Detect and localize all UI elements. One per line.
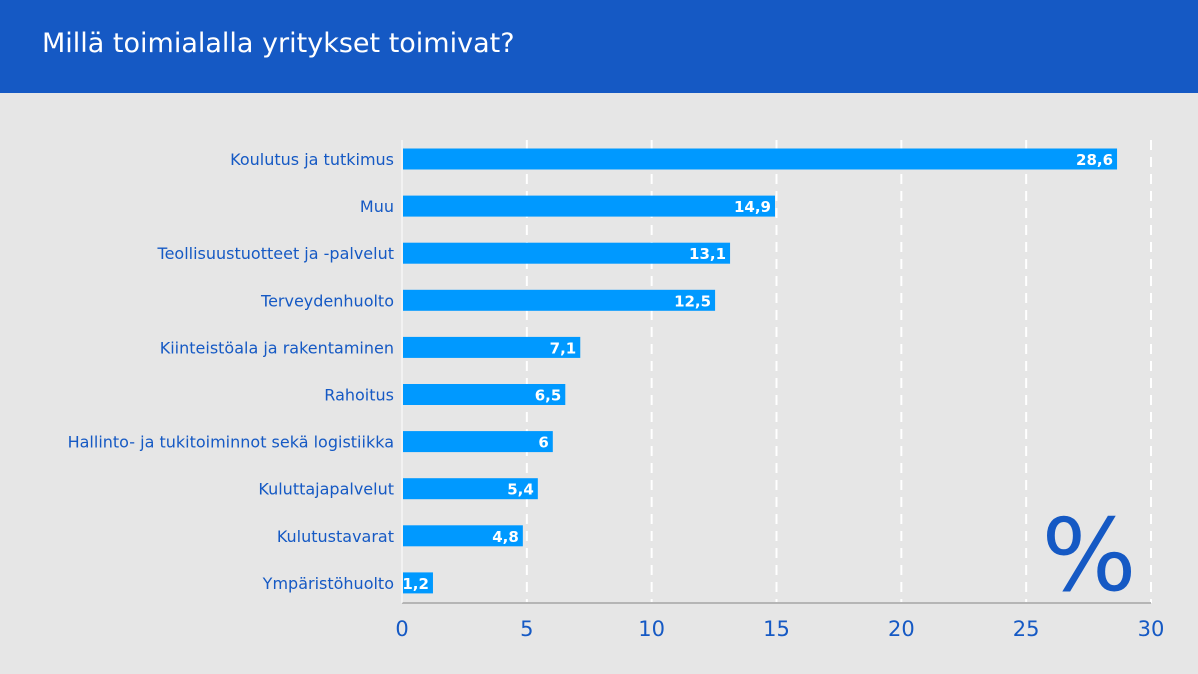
value-label: 28,6 bbox=[1076, 151, 1113, 169]
percent-unit-symbol: % bbox=[1041, 497, 1136, 614]
category-label: Rahoitus bbox=[324, 386, 394, 405]
category-label: Kiinteistöala ja rakentaminen bbox=[160, 338, 394, 357]
bar bbox=[403, 336, 581, 358]
category-label: Kuluttajapalvelut bbox=[258, 480, 394, 499]
value-label: 12,5 bbox=[674, 292, 711, 310]
bar bbox=[403, 478, 538, 500]
value-label: 7,1 bbox=[550, 339, 577, 357]
x-tick-label: 20 bbox=[888, 617, 915, 641]
bar bbox=[403, 242, 731, 264]
x-tick-label: 10 bbox=[638, 617, 665, 641]
category-label: Koulutus ja tutkimus bbox=[230, 150, 394, 169]
bar bbox=[403, 431, 553, 453]
category-label: Hallinto- ja tukitoiminnot sekä logistii… bbox=[68, 433, 394, 452]
category-label: Muu bbox=[360, 197, 394, 216]
value-label: 1,2 bbox=[402, 575, 429, 593]
bar bbox=[403, 148, 1118, 170]
value-label: 13,1 bbox=[689, 245, 726, 263]
bar bbox=[403, 289, 716, 311]
x-tick-label: 15 bbox=[763, 617, 790, 641]
value-label: 4,8 bbox=[492, 528, 519, 546]
value-label: 6,5 bbox=[535, 387, 562, 405]
chart-title: Millä toimialalla yritykset toimivat? bbox=[42, 28, 515, 59]
x-tick-label: 30 bbox=[1138, 617, 1165, 641]
x-tick-label: 5 bbox=[520, 617, 533, 641]
value-label: 5,4 bbox=[507, 481, 534, 499]
bar bbox=[403, 572, 433, 594]
bar bbox=[403, 195, 776, 217]
bar bbox=[403, 525, 523, 547]
value-label: 6 bbox=[538, 434, 548, 452]
x-tick-label: 25 bbox=[1013, 617, 1040, 641]
category-label: Terveydenhuolto bbox=[260, 291, 394, 310]
bar-chart: 0 5 10 15 20 25 30 Koulutus ja tutkimus 28,6 Muu 1… bbox=[68, 140, 1165, 641]
category-label: Kulutustavarat bbox=[277, 527, 394, 546]
category-label: Teollisuustuotteet ja -palvelut bbox=[157, 244, 394, 263]
bar bbox=[403, 384, 566, 405]
category-label: Ympäristöhuolto bbox=[262, 574, 394, 593]
value-label: 14,9 bbox=[734, 198, 771, 216]
x-tick-label: 0 bbox=[395, 617, 408, 641]
title-bar: Millä toimialalla yritykset toimivat? bbox=[0, 0, 1198, 93]
